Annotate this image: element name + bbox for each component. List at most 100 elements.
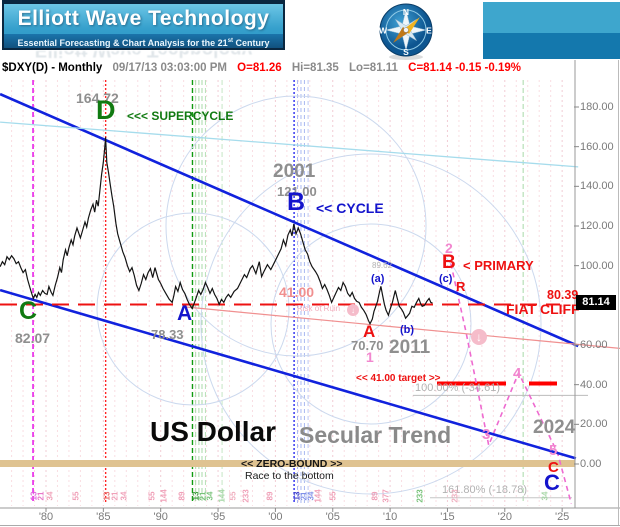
y-axis-label: 100.00 <box>580 259 614 272</box>
low-1980-value: 82.07 <box>15 330 51 346</box>
x-axis-label: '90 <box>153 511 168 523</box>
fib-time-count-label: 34 <box>45 491 55 501</box>
x-axis-label: '95 <box>210 511 226 523</box>
y-axis-label: 160.00 <box>580 140 614 153</box>
fib-time-count-label: 34 <box>540 491 550 501</box>
fib-time-count-label: 55 <box>328 491 338 501</box>
header-corner-graphic <box>483 2 620 59</box>
last-price-flag: 81.14 <box>576 295 616 310</box>
compass-icon: N E S W <box>379 3 433 60</box>
low-2008-value: 70.70 <box>351 338 384 353</box>
close-value: C=81.14 -0.15 -0.19% <box>408 62 521 74</box>
wave-5-label: 5 <box>549 442 558 459</box>
value-8962: 89.62 <box>372 261 393 270</box>
low-1992-value: 78.33 <box>151 327 184 342</box>
x-axis-label: '25 <box>554 511 570 523</box>
x-axis-label: '00 <box>268 511 283 523</box>
fib-time-count-label: 233 <box>241 489 251 503</box>
wave-c-primary: C <box>548 459 559 476</box>
y-axis-label: 0.00 <box>580 457 602 470</box>
peak-2001-value: 121.00 <box>277 184 317 199</box>
risk-down-arrow-icon: ↓ <box>347 304 359 316</box>
wave-c-cycle: C <box>544 470 560 495</box>
risk-down-arrow-icon: ↓ <box>471 329 487 345</box>
fib-time-count-label: 89 <box>177 491 187 501</box>
fib-time-count-label: 144 <box>217 489 227 503</box>
wave-3-label: 3 <box>482 426 491 443</box>
corner-top-band <box>483 2 620 33</box>
x-axis-label: '20 <box>497 511 512 523</box>
fib-time-count-label: 89 <box>370 491 380 501</box>
zero-bound-label: << ZERO-BOUND >> <box>241 458 343 470</box>
compass-w: W <box>379 26 388 36</box>
brand-tagline: Essential Forecasting & Chart Analysis f… <box>4 34 283 48</box>
wave-b-minor: (b) <box>400 324 415 336</box>
fib-time-count-label: 21 <box>36 491 46 501</box>
year-2011: 2011 <box>389 337 431 358</box>
fib-time-count-label: 144 <box>313 489 323 503</box>
y-axis-label: 180.00 <box>580 101 614 113</box>
y-axis-label: 120.00 <box>580 219 614 232</box>
fib-time-count-label: 377 <box>381 489 391 503</box>
fib-time-count-label: 34 <box>119 491 129 501</box>
year-2024: 2024 <box>533 417 576 438</box>
wave-c-supercycle: C <box>19 297 38 325</box>
x-axis-label: '10 <box>382 511 398 523</box>
fib-time-count-label: 55 <box>71 491 81 501</box>
y-axis-label: 60.00 <box>580 338 608 351</box>
corner-bottom-band <box>483 33 620 59</box>
quote-bar: $DXY(D) - Monthly 09/17/13 03:03:00 PM O… <box>2 61 528 76</box>
fib-time-count-label: 21 <box>110 491 120 501</box>
high-value: Hi=81.35 <box>291 62 339 74</box>
wave-a-primary: A <box>363 322 376 341</box>
wave-a-minor: (a) <box>371 273 385 285</box>
open-value: O=81.26 <box>237 62 282 74</box>
wave-b-cycle: B <box>287 188 306 216</box>
cycle-label: << CYCLE <box>316 200 384 216</box>
level-41-label: 41.00 <box>279 284 315 300</box>
wave-d-supercycle: D <box>96 95 116 125</box>
x-axis-label: '85 <box>96 511 111 523</box>
secular-trend-title: Secular Trend <box>299 422 452 448</box>
timestamp-label: 09/17/13 03:03:00 PM <box>112 62 227 74</box>
fib-100-label: 100.00% (-34.61) <box>415 382 500 394</box>
peak-2001-year: 2001 <box>273 161 316 182</box>
x-axis-label: '15 <box>440 511 455 523</box>
low-value: Lo=81.11 <box>349 62 398 74</box>
fib-time-count-label: 233 <box>450 489 460 503</box>
primary-label: < PRIMARY <box>463 258 534 273</box>
wave-b-primary: B <box>442 252 456 273</box>
x-axis-label: '80 <box>38 511 54 523</box>
x-axis-label: '05 <box>325 511 340 523</box>
brand-title: Elliott Wave Technology <box>17 7 270 30</box>
wave-4-label: 4 <box>513 365 522 382</box>
brand-logo: Elliott Wave Technology Essential Foreca… <box>2 0 285 50</box>
fib-time-count-label: 233 <box>415 489 425 503</box>
compass-s: S <box>403 47 409 57</box>
race-bottom-label: Race to the bottom <box>245 470 334 482</box>
us-dollar-title: US Dollar <box>150 416 277 447</box>
wave-2-label: 2 <box>445 240 453 256</box>
fib-time-count-label: 89 <box>265 491 275 501</box>
wave-c-minor: (c) <box>439 273 453 285</box>
fib-161-label: 161.80% (-18.78) <box>442 484 527 496</box>
fib-time-count-label: 55 <box>228 491 238 501</box>
y-axis-label: 140.00 <box>580 180 614 193</box>
symbol-label: $DXY(D) - Monthly <box>2 62 103 74</box>
supercycle-label: <<< SUPERCYCLE <box>127 109 234 123</box>
level-8039: 80.39 <box>547 288 579 302</box>
fib-time-count-label: 34 <box>205 491 215 501</box>
fiat-cliff-label: FIAT CLIFF <box>506 301 580 317</box>
target-41-label: << 41.00 target >> <box>356 373 441 384</box>
risk-of-ruin-label: Risk of Ruin <box>297 304 341 313</box>
peak-1985-value: 164.72 <box>76 90 119 106</box>
wave-a-cycle: A <box>177 302 193 325</box>
compass-n: N <box>403 7 409 17</box>
y-axis-label: 40.00 <box>580 378 608 391</box>
fib-time-count-label: 144 <box>159 489 169 503</box>
y-axis-label: 20.00 <box>580 418 608 431</box>
compass-e: E <box>426 26 432 36</box>
